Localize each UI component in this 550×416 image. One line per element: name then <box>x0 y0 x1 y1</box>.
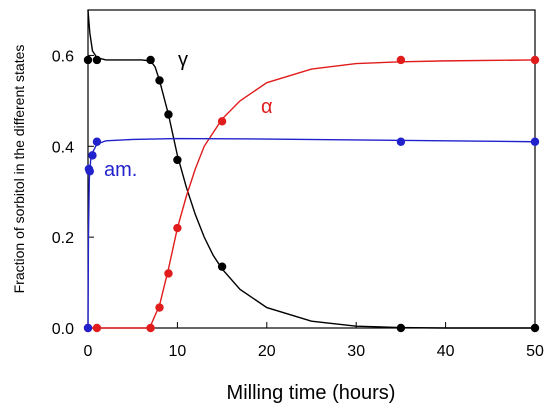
data-point-alpha <box>217 117 227 126</box>
x-tick-label: 40 <box>437 343 455 360</box>
x-tick-label: 0 <box>84 343 93 360</box>
ticks-layer: 0 10 20 30 40 50 0.0 0.2 0.4 0.6 <box>52 48 544 360</box>
x-tick-label: 50 <box>526 343 544 360</box>
data-point-alpha <box>92 323 102 333</box>
y-tick-label: 0.4 <box>52 139 74 156</box>
fit-lines-layer <box>87 9 536 329</box>
fit-line-gamma <box>87 9 535 329</box>
data-point-alpha <box>146 323 155 333</box>
series-label-amorphous: am. <box>104 159 137 181</box>
data-point-gamma <box>396 323 406 333</box>
data-point-gamma <box>146 55 155 65</box>
series-label-gamma: γ <box>178 49 188 71</box>
data-point-amorphous <box>83 323 93 333</box>
x-tick-label: 20 <box>258 343 276 360</box>
data-point-amorphous <box>85 167 94 176</box>
data-point-gamma <box>155 76 164 85</box>
fit-line-alpha <box>88 59 536 329</box>
data-point-amorphous <box>92 137 102 146</box>
data-point-amorphous <box>396 137 406 146</box>
y-axis-title: Fraction of sorbitol in the different st… <box>11 45 27 294</box>
data-point-gamma <box>164 110 173 119</box>
x-tick-label: 30 <box>347 343 365 360</box>
x-axis-title: Milling time (hours) <box>227 382 396 404</box>
data-point-alpha <box>396 55 406 65</box>
y-tick-label: 0.0 <box>52 321 74 338</box>
data-point-gamma <box>83 55 93 65</box>
data-point-gamma <box>217 262 227 271</box>
plot-frame <box>87 9 536 329</box>
data-point-alpha <box>155 303 164 312</box>
data-point-alpha <box>164 269 173 278</box>
data-point-amorphous <box>88 151 97 160</box>
data-points-layer <box>83 55 540 333</box>
y-tick-label: 0.6 <box>52 48 74 65</box>
fit-line-amorphous <box>87 137 536 329</box>
data-point-amorphous <box>530 137 540 146</box>
data-point-gamma <box>92 55 102 65</box>
data-point-gamma <box>530 323 540 333</box>
data-point-gamma <box>173 155 182 165</box>
y-tick-label: 0.2 <box>52 230 74 247</box>
x-tick-label: 10 <box>169 343 187 360</box>
data-point-alpha <box>173 223 182 233</box>
data-point-alpha <box>530 55 540 65</box>
series-label-alpha: α <box>261 96 273 118</box>
